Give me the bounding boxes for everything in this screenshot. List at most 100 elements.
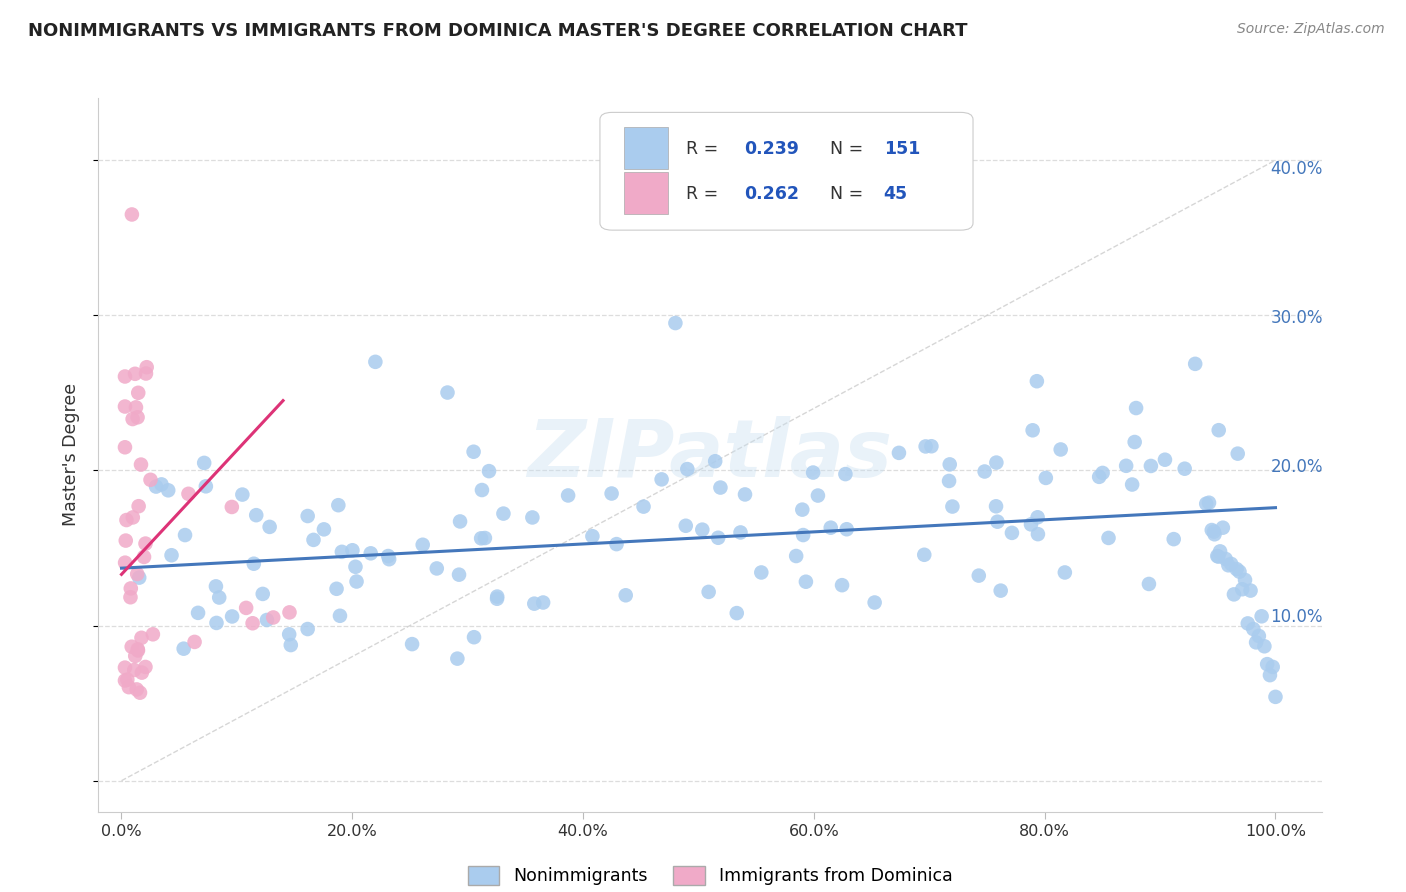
Point	[260, 474, 283, 488]
Point	[925, 493, 948, 508]
Point	[311, 577, 333, 591]
Point	[1184, 573, 1206, 587]
Point	[200, 631, 222, 645]
Point	[484, 640, 506, 654]
Point	[965, 492, 987, 507]
Point	[188, 525, 211, 540]
Text: R =: R =	[699, 191, 737, 209]
Point	[302, 606, 325, 620]
Point	[411, 354, 433, 368]
Point	[197, 365, 219, 379]
Point	[201, 561, 224, 575]
Point	[221, 472, 243, 486]
Point	[718, 475, 741, 489]
Point	[188, 660, 211, 674]
Point	[949, 559, 972, 574]
Point	[211, 467, 233, 482]
Point	[741, 482, 763, 496]
Point	[240, 630, 263, 644]
Point	[195, 409, 218, 423]
Point	[997, 419, 1019, 434]
Point	[200, 632, 222, 646]
Point	[505, 524, 527, 538]
Point	[194, 572, 217, 586]
Point	[284, 493, 307, 508]
Point	[269, 570, 291, 584]
Point	[817, 514, 839, 528]
Point	[900, 540, 922, 554]
Point	[801, 460, 824, 475]
Point	[1205, 645, 1227, 659]
Point	[381, 537, 404, 551]
Text: Source: ZipAtlas.com: Source: ZipAtlas.com	[1237, 22, 1385, 37]
Point	[1156, 516, 1178, 530]
Point	[1178, 553, 1201, 567]
Point	[1211, 648, 1233, 662]
Point	[1132, 457, 1154, 471]
Text: N =: N =	[827, 147, 866, 166]
Point	[444, 625, 467, 640]
Point	[551, 503, 574, 517]
Point	[1102, 454, 1125, 468]
Point	[922, 468, 945, 483]
Point	[391, 535, 413, 549]
Point	[423, 544, 446, 558]
Point	[259, 451, 281, 466]
Point	[188, 397, 211, 411]
Point	[877, 442, 900, 456]
Point	[194, 628, 217, 642]
Point	[499, 441, 522, 455]
Point	[1088, 431, 1111, 445]
Point	[717, 523, 740, 537]
Point	[202, 619, 225, 633]
Point	[380, 599, 402, 613]
Text: ZIPatlas: ZIPatlas	[538, 411, 903, 490]
Point	[792, 496, 814, 510]
Point	[1088, 398, 1111, 412]
Point	[1001, 519, 1024, 533]
Point	[650, 493, 672, 508]
Point	[1059, 460, 1081, 475]
Point	[366, 515, 388, 529]
Point	[1164, 536, 1187, 550]
Point	[1195, 624, 1218, 638]
Point	[1056, 465, 1078, 479]
Point	[270, 605, 292, 619]
Point	[1022, 438, 1045, 452]
Point	[378, 491, 401, 506]
Point	[621, 481, 644, 495]
Point	[856, 585, 879, 599]
Point	[197, 650, 219, 665]
Point	[1163, 541, 1185, 556]
Point	[1001, 503, 1024, 517]
Point	[352, 502, 374, 516]
Point	[1208, 656, 1230, 670]
Point	[1101, 567, 1123, 582]
Point	[198, 669, 221, 683]
Point	[1181, 556, 1204, 570]
Point	[356, 525, 378, 540]
Point	[953, 459, 976, 474]
Point	[830, 462, 852, 476]
Point	[1194, 611, 1216, 625]
Point	[922, 452, 945, 467]
Point	[194, 212, 217, 227]
FancyBboxPatch shape	[623, 120, 955, 234]
Point	[1213, 676, 1236, 690]
Point	[666, 467, 689, 481]
Point	[1115, 448, 1137, 462]
Point	[714, 450, 737, 464]
Point	[1080, 454, 1102, 468]
Text: NONIMMIGRANTS VS IMMIGRANTS FROM DOMINICA MASTER'S DEGREE CORRELATION CHART: NONIMMIGRANTS VS IMMIGRANTS FROM DOMINIC…	[28, 22, 967, 40]
Point	[207, 648, 229, 662]
Point	[188, 648, 211, 663]
Point	[335, 595, 357, 609]
Point	[377, 572, 399, 586]
Point	[205, 541, 228, 556]
Point	[553, 586, 575, 600]
Point	[786, 541, 808, 555]
Point	[229, 540, 252, 554]
Point	[273, 581, 295, 595]
Point	[1152, 491, 1174, 505]
Point	[315, 602, 337, 616]
